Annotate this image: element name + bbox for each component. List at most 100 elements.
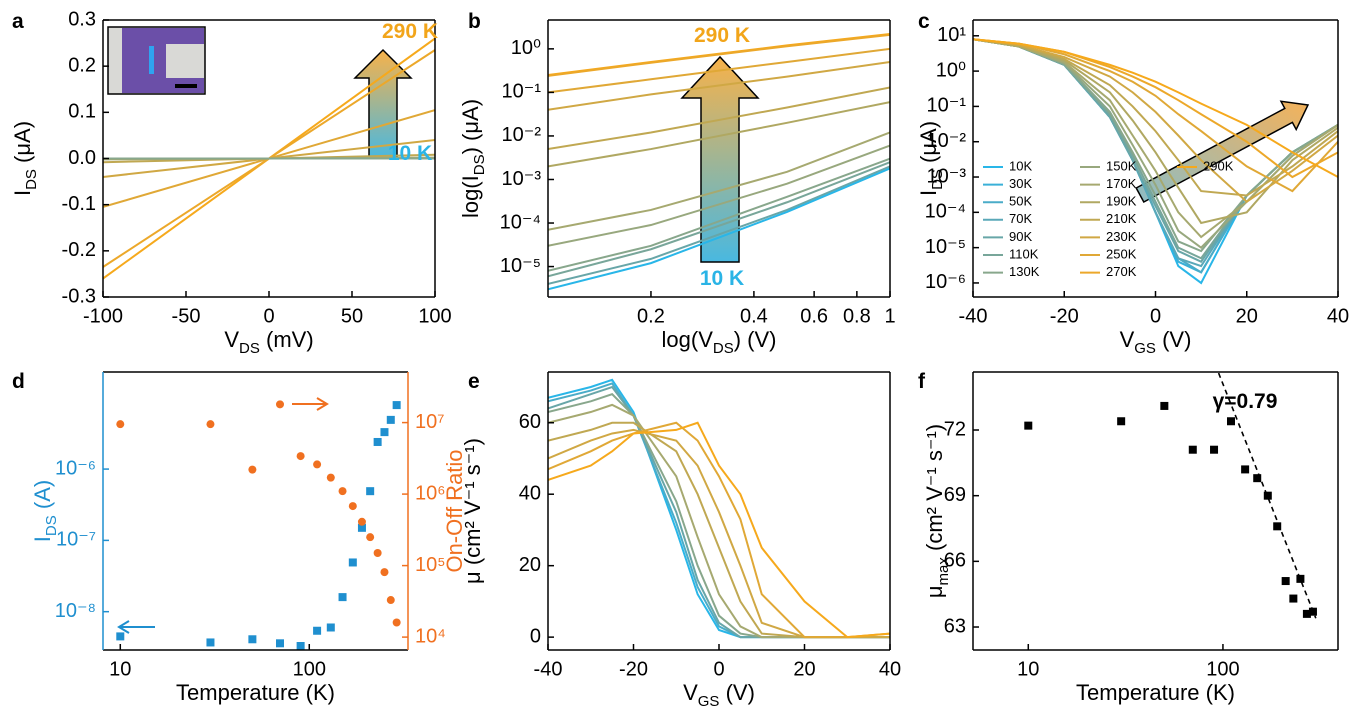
- axis-label-part: V: [1120, 327, 1135, 352]
- plot-area: [1024, 372, 1317, 619]
- y-tick-label: 10¹: [937, 24, 966, 46]
- y-tick-label: -0.3: [62, 285, 96, 307]
- point: [386, 596, 395, 605]
- series-line: [548, 60, 890, 111]
- x-tick-label: 0: [1150, 305, 1161, 327]
- point: [116, 632, 125, 641]
- y2-tick-label: 10⁷: [415, 411, 444, 433]
- axis-label-subscript: max: [935, 557, 952, 586]
- annotation: 290 K: [694, 24, 750, 47]
- point: [1289, 594, 1298, 603]
- x-tick-label: 0: [263, 305, 274, 327]
- y-tick-label: 0.0: [68, 147, 96, 169]
- axis-label: IDS (μA): [916, 121, 946, 196]
- axis-label: VGS (V): [683, 680, 755, 710]
- plot-area: [548, 378, 890, 639]
- point: [248, 635, 257, 644]
- y-tick-label: 10⁻⁸: [55, 600, 96, 622]
- point: [326, 473, 335, 482]
- x-tick-label: 100: [418, 305, 451, 327]
- legend-label: 150K: [1106, 158, 1137, 173]
- y-tick-label: 10⁻¹: [502, 81, 542, 103]
- fit-line: [1217, 372, 1317, 619]
- axis-label-subscript: DS: [929, 169, 946, 190]
- point: [1117, 417, 1126, 426]
- point: [357, 523, 366, 532]
- y-tick-label: 60: [519, 411, 541, 433]
- point: [1210, 445, 1219, 454]
- point: [296, 452, 305, 461]
- series-line: [973, 38, 1338, 178]
- y2-tick-label: 10⁴: [415, 625, 446, 647]
- x-tick-label: -20: [619, 658, 648, 680]
- series-line: [548, 421, 890, 639]
- x-tick-label: 40: [879, 658, 901, 680]
- series-line: [973, 38, 1338, 179]
- legend-label: 230K: [1106, 229, 1137, 244]
- x-tick-label: 20: [1236, 305, 1258, 327]
- axis-label: log(VDS) (V): [662, 327, 777, 357]
- y-tick-label: 20: [519, 554, 541, 576]
- point: [1188, 445, 1197, 454]
- axis-label-subscript: DS: [23, 169, 40, 190]
- point: [275, 639, 284, 648]
- point: [1024, 421, 1033, 430]
- x-tick-label: -40: [534, 658, 563, 680]
- axis-label-part: log(I: [458, 175, 483, 218]
- axis-label-part: I: [10, 190, 35, 196]
- y-tick-label: 0.2: [68, 54, 96, 76]
- x-tick-label: -40: [959, 305, 988, 327]
- axis-label: VGS (V): [1120, 327, 1192, 357]
- series-line: [548, 378, 890, 639]
- axis-label-subscript: DS: [43, 515, 60, 536]
- x-tick-label: 0: [713, 658, 724, 680]
- axis-label-part: I: [916, 190, 941, 196]
- y-tick-label: 0.3: [68, 8, 96, 30]
- point: [206, 638, 215, 647]
- axis-label-part: (V): [1156, 327, 1191, 352]
- series-line: [548, 33, 890, 77]
- y-tick-label: 10⁻⁵: [925, 236, 966, 258]
- x-tick-label: 10: [109, 658, 131, 680]
- axis-label: IDS (A): [30, 480, 60, 542]
- inset-image: [107, 26, 206, 95]
- axis-label-subscript: GS: [1134, 340, 1156, 357]
- axis-label-part: V: [224, 327, 239, 352]
- point: [248, 465, 257, 474]
- y-tick-label: 10⁻⁴: [925, 201, 966, 223]
- series-line: [548, 157, 890, 272]
- point: [380, 568, 389, 577]
- point: [373, 549, 382, 558]
- y-tick-label: 69: [944, 484, 966, 506]
- point: [348, 558, 357, 567]
- y2-tick-label: 10⁵: [415, 554, 446, 576]
- series-line: [548, 165, 890, 285]
- y-tick-label: 10⁻⁶: [925, 271, 966, 293]
- x-tick-label: -20: [1050, 305, 1079, 327]
- y-tick-label: 10⁻³: [502, 168, 542, 190]
- x-tick-label: 0.8: [843, 305, 871, 327]
- legend-label: 90K: [1009, 229, 1032, 244]
- legend-label: 290K: [1203, 158, 1234, 173]
- y-tick-label: 63: [944, 615, 966, 637]
- axis-label-part: Temperature (K): [176, 680, 335, 705]
- point: [366, 533, 375, 542]
- axis-label: μ (cm² V⁻¹ s⁻¹): [460, 438, 485, 584]
- y2-tick-label: 10⁶: [415, 482, 445, 504]
- axis-label-part: I: [30, 536, 55, 542]
- y-tick-label: 40: [519, 482, 541, 504]
- point: [386, 415, 395, 424]
- point: [1253, 474, 1262, 483]
- point: [338, 487, 347, 496]
- point: [1302, 609, 1311, 618]
- legend-label: 190K: [1106, 194, 1137, 209]
- series-line: [548, 144, 890, 247]
- point: [357, 517, 366, 526]
- y-tick-label: 10⁻⁴: [500, 211, 541, 233]
- axis-label-part: (cm² V⁻¹ s⁻¹): [922, 424, 947, 557]
- y-tick-label: 10⁻²: [927, 130, 967, 152]
- axis-label-subscript: DS: [471, 154, 488, 175]
- point: [373, 437, 382, 446]
- panel-label: c: [918, 10, 930, 33]
